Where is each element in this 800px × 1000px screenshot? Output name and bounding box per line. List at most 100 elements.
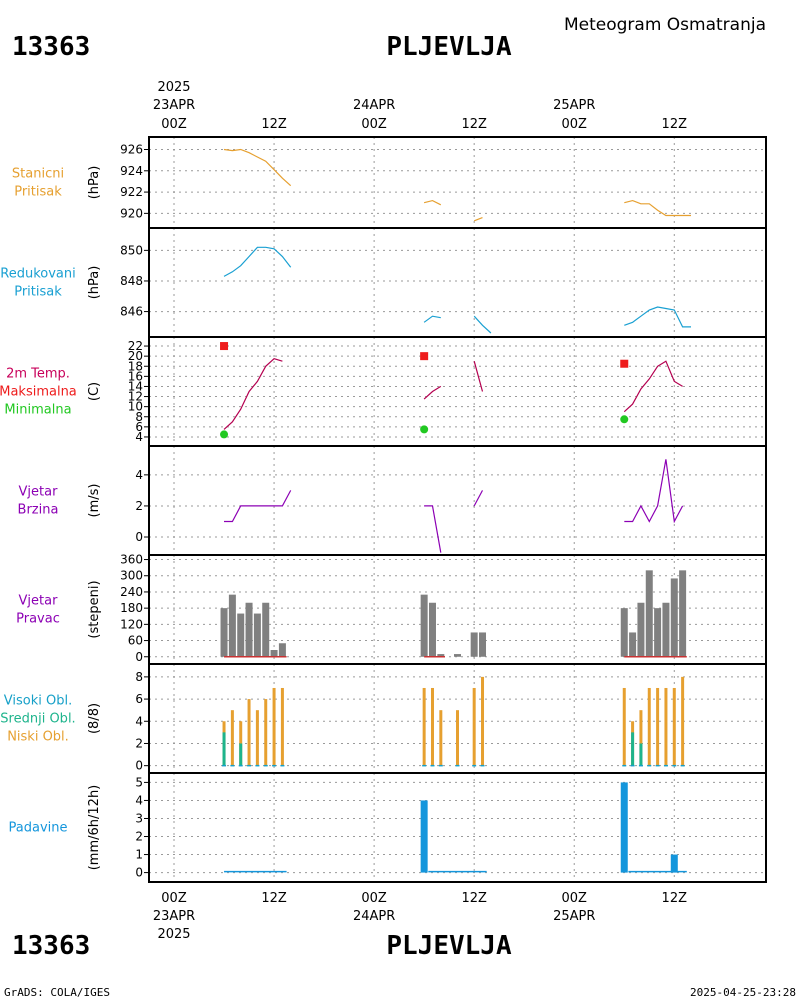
- y-tick-label: 8: [135, 670, 143, 684]
- panel-station-pressure: 920 922 924 926 (hPa) Stanicni Pritisak: [12, 136, 767, 229]
- low-cloud-bar: [264, 699, 268, 766]
- top-hour-label: 00Z: [161, 117, 187, 132]
- wind-dir-bar: [479, 632, 487, 657]
- series-line: [224, 490, 292, 523]
- wind-dir-bar: [253, 613, 261, 657]
- top-date-label: 23APR: [153, 98, 195, 113]
- wind-dir-bar: [245, 602, 253, 657]
- footer-credit: GrADS: COLA/IGES: [4, 986, 110, 999]
- y-tick-label: 8: [135, 410, 143, 424]
- wind-dir-bar: [629, 632, 637, 657]
- panel-side-label: Padavine: [9, 821, 68, 836]
- top-noon-label: 12Z: [261, 117, 287, 132]
- panel-frame: [148, 136, 767, 229]
- series-line: [223, 246, 292, 277]
- panel-side-label: Visoki Obl.: [4, 694, 72, 709]
- series-line: [473, 315, 492, 334]
- series-line: [223, 148, 292, 187]
- low-cloud-bar: [622, 687, 626, 766]
- station-name-top: PLJEVLJA: [386, 32, 512, 62]
- wind-dir-bar: [670, 578, 678, 657]
- bottom-date-label: 23APR: [153, 909, 195, 924]
- station-id-top: 13363: [12, 32, 90, 62]
- wind-dir-bar: [278, 643, 286, 657]
- series-line: [223, 358, 283, 430]
- wind-dir-bar: [237, 613, 245, 657]
- y-tick-label: 846: [120, 305, 143, 319]
- wind-dir-bar: [262, 602, 270, 657]
- wind-dir-bar: [228, 594, 236, 657]
- time-axis-labels: 23APR 00Z 00Z 23APR 24APR 00Z 00Z 24APR 25APR 00Z…: [153, 80, 687, 942]
- low-cloud-bar: [639, 710, 643, 766]
- wind-dir-bar: [620, 608, 628, 657]
- wind-dir-bar: [270, 650, 278, 657]
- y-tick-label: 0: [135, 866, 143, 880]
- panel-side-label: Redukovani: [0, 267, 75, 282]
- low-cloud-bar: [472, 687, 476, 766]
- series-line: [473, 217, 483, 222]
- bottom-hour-label: 00Z: [562, 891, 588, 906]
- y-tick-label: 12: [128, 390, 143, 404]
- wind-dir-bar: [420, 594, 428, 657]
- series-line: [423, 315, 441, 323]
- y-axis-label: (hPa): [87, 166, 102, 200]
- panel-side-label: Vjetar: [19, 594, 59, 609]
- panel-frame: [148, 227, 767, 338]
- low-cloud-bar: [672, 687, 676, 766]
- wind-dir-bar: [662, 602, 670, 657]
- wind-dir-bar: [470, 632, 478, 657]
- panel-side-label: Maksimalna: [0, 385, 77, 400]
- min-temp-marker: [420, 425, 429, 434]
- low-cloud-bar: [255, 710, 259, 766]
- series-line: [473, 361, 484, 392]
- max-temp-marker: [220, 342, 229, 351]
- y-tick-label: 1: [135, 848, 143, 862]
- mid-cloud-bar: [639, 743, 643, 766]
- y-tick-label: 16: [128, 369, 143, 383]
- max-temp-marker: [420, 352, 429, 361]
- low-cloud-bar: [481, 676, 485, 766]
- low-cloud-bar: [247, 699, 251, 766]
- top-date-label: 25APR: [553, 98, 595, 113]
- wind-dir-bar: [428, 602, 436, 657]
- low-cloud-bar: [272, 687, 276, 766]
- panel-side-label: Niski Obl.: [7, 730, 69, 745]
- precip-bar: [670, 854, 678, 873]
- station-name-bottom: PLJEVLJA: [386, 931, 512, 961]
- panel-wind-speed: 0 2 4 (m/s) Vjetar Brzina: [18, 445, 767, 556]
- low-cloud-bar: [230, 710, 234, 766]
- top-noon-label: 12Z: [461, 117, 487, 132]
- series-line: [473, 490, 484, 507]
- y-tick-label: 180: [120, 601, 143, 615]
- low-cloud-bar: [439, 710, 443, 766]
- panels-group: 920922924926(hPa)StanicniPritisak8468488…: [0, 136, 767, 883]
- wind-dir-bar: [220, 608, 228, 657]
- wind-dir-bar: [454, 654, 461, 657]
- y-tick-label: 2: [135, 736, 143, 750]
- y-tick-label: 3: [135, 811, 143, 825]
- panel-side-label: 2m Temp.: [6, 367, 70, 382]
- bottom-noon-label: 12Z: [261, 891, 287, 906]
- y-tick-label: 848: [120, 274, 143, 288]
- precip-bar: [620, 782, 628, 873]
- series-line: [624, 459, 684, 524]
- y-tick-label: 0: [135, 759, 143, 773]
- panel-side-label: Vjetar: [19, 485, 59, 500]
- y-tick-label: 6: [135, 692, 143, 706]
- y-tick-label: 0: [135, 650, 143, 664]
- y-tick-label: 4: [135, 714, 143, 728]
- bottom-hour-label: 00Z: [361, 891, 387, 906]
- panel-side-label: Stanicni: [12, 167, 64, 182]
- low-cloud-bar: [656, 687, 660, 766]
- y-axis-label: (C): [87, 382, 102, 401]
- low-cloud-bar: [280, 687, 284, 766]
- panel-frame: [148, 445, 767, 556]
- y-tick-label: 920: [120, 206, 143, 220]
- panel-reduced-pressure: 846 848 850 (hPa) Redukovani Pritisak: [0, 227, 767, 338]
- series-line: [423, 385, 442, 400]
- wind-dir-bar: [637, 602, 645, 657]
- panel-clouds: 0 2 4 6 8 (8/8) Visoki Obl. Srednji Obl. Niski O…: [0, 663, 767, 774]
- top-hour-label: 00Z: [361, 117, 387, 132]
- bottom-hour-label: 00Z: [161, 891, 187, 906]
